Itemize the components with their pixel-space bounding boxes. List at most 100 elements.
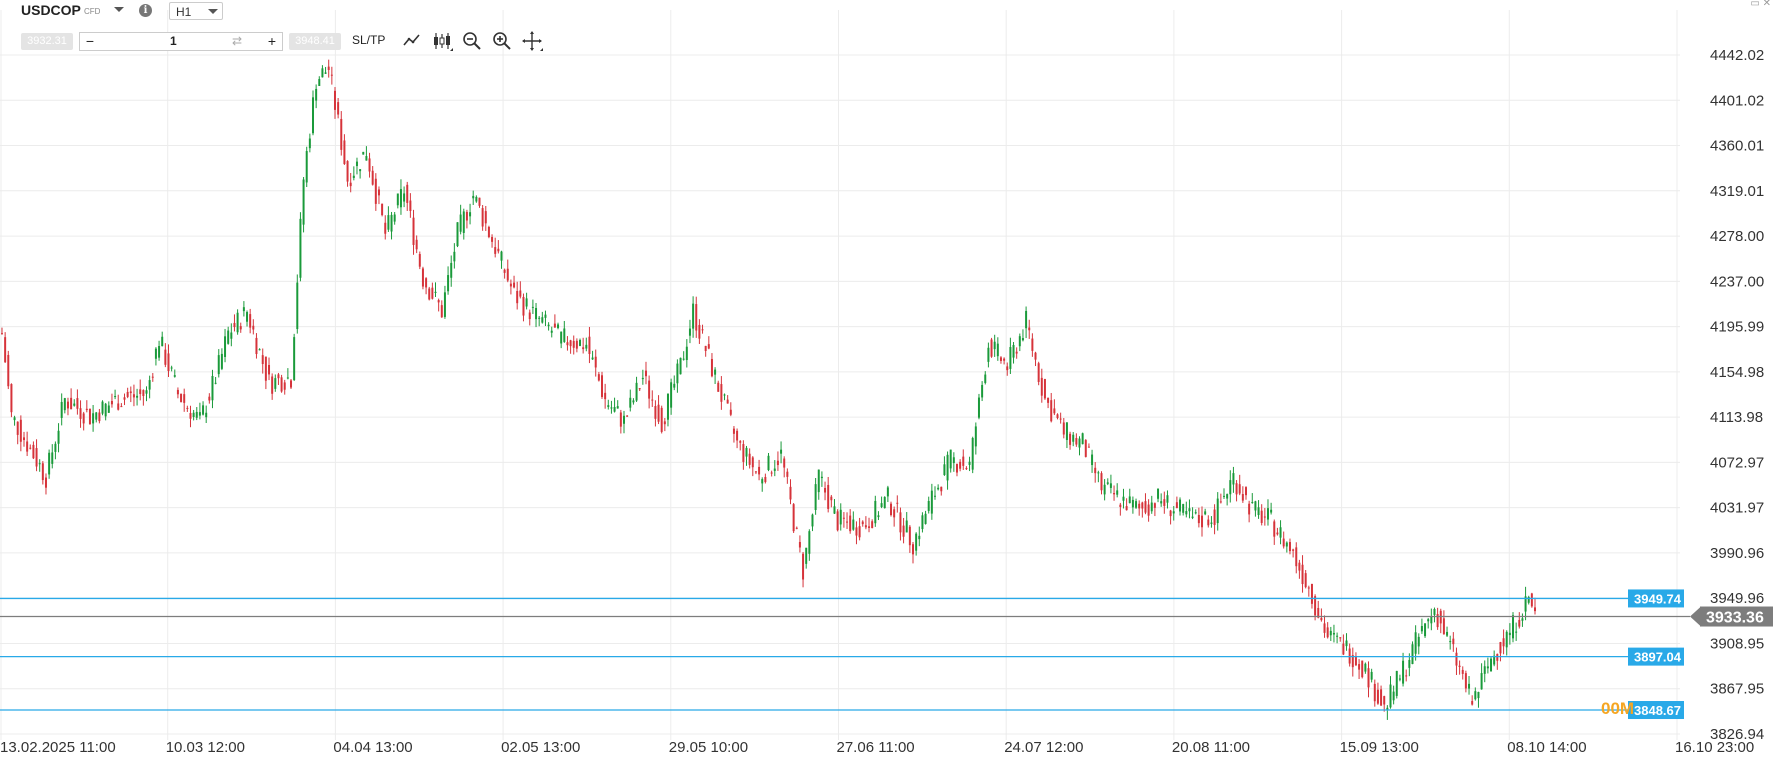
candle	[663, 417, 666, 432]
candle	[437, 298, 440, 312]
quantity-stepper[interactable]: − 1 ⇄ +	[79, 32, 283, 51]
candle	[594, 349, 597, 377]
candle-body	[57, 430, 60, 444]
candle-body	[1260, 510, 1263, 523]
candle	[924, 510, 927, 525]
sltp-button[interactable]: SL/TP	[352, 33, 386, 47]
candle-body	[535, 307, 538, 320]
candle	[754, 471, 757, 475]
candle	[764, 473, 767, 484]
candle-body	[92, 413, 95, 424]
candle	[827, 476, 830, 513]
symbol-name[interactable]: USDCOP	[21, 2, 81, 18]
candle-body	[418, 254, 421, 267]
candle	[381, 203, 384, 217]
candle-body	[447, 275, 450, 292]
candle	[1091, 449, 1094, 473]
line-chart-icon[interactable]	[401, 30, 423, 52]
candle-body	[905, 520, 908, 533]
candle-body	[132, 394, 135, 398]
candle-body	[1150, 502, 1153, 512]
candle-body	[35, 448, 38, 467]
candle	[940, 486, 943, 496]
candle-body	[1323, 623, 1326, 633]
candle	[1458, 660, 1461, 675]
candle-body	[1059, 418, 1062, 420]
candle	[1122, 488, 1125, 509]
candle	[1229, 470, 1232, 503]
candle	[739, 440, 742, 451]
candle-body	[575, 340, 578, 349]
symbol-dropdown-icon[interactable]	[114, 7, 124, 12]
candle	[271, 373, 274, 400]
candle	[962, 449, 965, 470]
candle-body	[183, 394, 186, 403]
candle-body	[1464, 673, 1467, 689]
candle	[1201, 506, 1204, 537]
candle	[60, 393, 63, 426]
timeframe-dropdown-icon[interactable]	[208, 9, 218, 14]
candle-body	[1480, 673, 1483, 690]
buy-price[interactable]: 3948.41	[289, 33, 341, 50]
candle-body	[946, 454, 949, 481]
candle-body	[1034, 352, 1037, 360]
candle	[871, 519, 874, 529]
candle	[1464, 670, 1467, 693]
candle	[522, 293, 525, 322]
zoom-in-icon[interactable]	[491, 30, 513, 52]
candle-body	[1248, 503, 1251, 515]
candle	[1188, 499, 1191, 519]
candle	[462, 208, 465, 240]
y-tick-label: 4278.00	[1710, 228, 1764, 245]
candle-body	[1075, 438, 1078, 445]
candle	[613, 397, 616, 413]
candle-body	[503, 269, 506, 273]
candle	[374, 173, 377, 211]
candle	[626, 415, 629, 417]
timeframe-select[interactable]: H1	[169, 2, 223, 20]
candle-body	[214, 382, 217, 384]
candle	[142, 389, 145, 406]
quantity-minus-button[interactable]: −	[85, 33, 95, 49]
candle	[38, 459, 41, 472]
candle-body	[1223, 495, 1226, 497]
candle	[1524, 586, 1527, 621]
candle	[92, 405, 95, 432]
candle	[1433, 607, 1436, 623]
candle	[1446, 626, 1449, 637]
candle-body	[431, 287, 434, 299]
candle-body	[1496, 653, 1499, 661]
candle-body	[1257, 507, 1260, 516]
candle	[890, 501, 893, 517]
candle	[1241, 486, 1244, 503]
candle-body	[676, 363, 679, 384]
zoom-out-icon[interactable]	[461, 30, 483, 52]
candle	[79, 400, 82, 428]
candle	[996, 337, 999, 361]
candle-body	[1188, 508, 1191, 512]
chart-grid	[0, 10, 1680, 740]
candle	[1310, 583, 1313, 609]
quantity-value[interactable]: 1	[170, 34, 177, 48]
candle	[44, 473, 47, 495]
quantity-plus-button[interactable]: +	[267, 33, 277, 49]
candlestick-icon[interactable]	[431, 30, 453, 52]
x-tick-label: 08.10 14:00	[1507, 739, 1586, 756]
candle	[1257, 500, 1260, 519]
sell-price[interactable]: 3932.31	[21, 33, 73, 50]
candle-body	[999, 357, 1002, 361]
candle	[651, 390, 654, 407]
crosshair-icon[interactable]	[521, 30, 543, 52]
swap-icon[interactable]: ⇄	[232, 34, 243, 48]
candle-body	[362, 151, 365, 155]
window-controls[interactable]: ▭ ✕	[1750, 0, 1771, 9]
candle	[692, 296, 695, 338]
info-icon[interactable]: i	[139, 4, 152, 17]
candle-body	[1175, 502, 1178, 509]
candle-body	[1314, 596, 1317, 616]
candle-body	[186, 407, 189, 409]
candle	[1106, 478, 1109, 486]
candle-body	[475, 196, 478, 202]
price-levels[interactable]: 3949.74 3897.04 3848.67 3933.36	[0, 589, 1773, 720]
